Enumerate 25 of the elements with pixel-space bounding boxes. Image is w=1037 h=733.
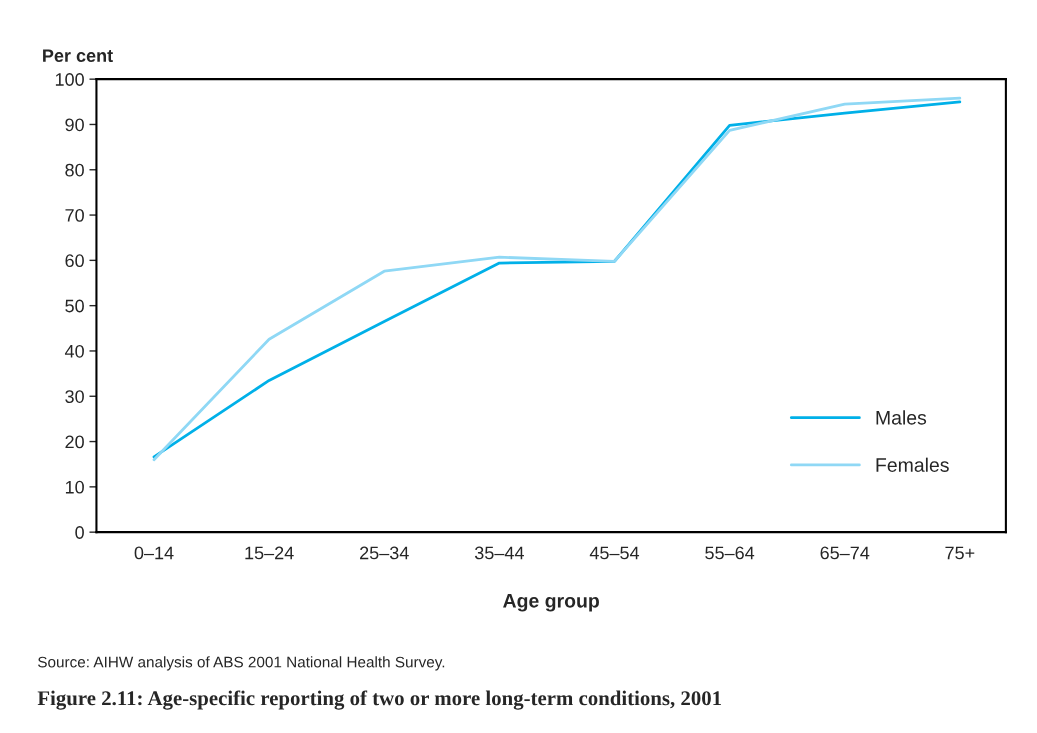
x-tick-label: 65–74 (820, 546, 870, 560)
x-tick-label: 75+ (945, 546, 975, 560)
y-tick-label: 80 (65, 163, 84, 177)
y-tick-label: 50 (65, 299, 84, 313)
y-tick-label: 30 (65, 390, 84, 403)
y-tick-label: 10 (65, 480, 84, 494)
y-tick-label: 40 (64, 344, 84, 358)
y-tick-label: 0 (75, 526, 84, 539)
source-note: Source: AIHW analysis of ABS 2001 National Health Survey. (38, 656, 445, 671)
legend-label: Males (876, 410, 927, 425)
x-tick-label: 55–64 (705, 546, 755, 560)
x-tick-label: 15–24 (245, 546, 294, 560)
x-tick-label: 45–54 (589, 546, 640, 560)
y-axis-title: Per cent (43, 49, 113, 63)
y-tick-label: 70 (65, 209, 84, 222)
x-tick-label: 35–44 (474, 546, 524, 560)
text: Figure 2.11: Age-specific reporting of two or more long-term conditions, 2001 (37, 690, 722, 710)
y-tick-label: 60 (65, 254, 84, 268)
y-tick-label: 20 (65, 435, 84, 449)
x-axis-title: Age group (503, 594, 599, 612)
x-tick-label: 0–14 (134, 546, 174, 560)
y-tick-label: 90 (65, 118, 84, 132)
y-tick-label: 100 (55, 73, 84, 86)
x-tick-label: 25–34 (360, 546, 409, 560)
legend-label: Females (876, 457, 949, 472)
